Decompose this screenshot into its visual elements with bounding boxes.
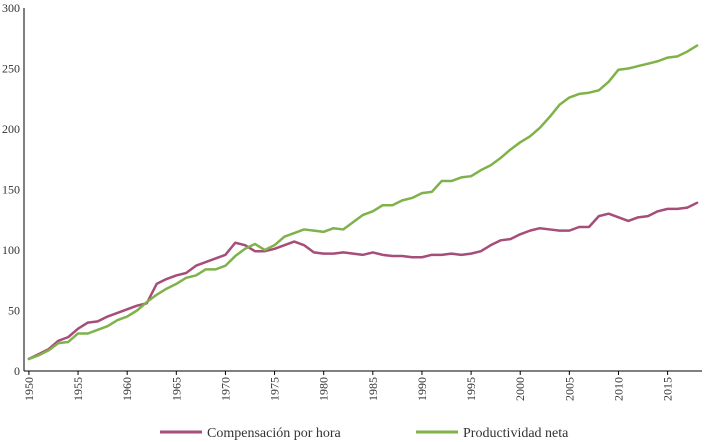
legend-label-compensacion: Compensación por hora — [207, 426, 342, 441]
x-tick-labels: 1950 1955 1960 1965 1970 1975 1980 1985 1990 1995… — [22, 371, 675, 401]
y-tick-label: 150 — [2, 183, 20, 197]
x-tick-label: 1980 — [317, 377, 331, 401]
legend-item-compensacion: Compensación por hora — [160, 426, 342, 441]
y-tick-label: 250 — [2, 62, 20, 76]
legend-item-productividad: Productividad neta — [416, 426, 569, 441]
x-tick-label: 1990 — [415, 377, 429, 401]
x-tick-label: 1955 — [71, 377, 85, 401]
y-tick-label: 50 — [8, 304, 20, 318]
y-tick-label: 300 — [2, 1, 20, 15]
y-tick-label: 100 — [2, 243, 20, 257]
x-tick-label: 1975 — [268, 377, 282, 401]
x-tick-label: 1950 — [22, 377, 36, 401]
x-tick-label: 2005 — [562, 377, 576, 401]
y-tick-labels: 0 50 100 150 200 250 300 — [2, 1, 20, 378]
legend: Compensación por hora Productividad neta — [160, 426, 569, 441]
y-tick-label: 0 — [14, 364, 20, 378]
series-line-compensacion — [27, 201, 699, 361]
x-tick-label: 1965 — [169, 377, 183, 401]
x-tick-label: 2015 — [661, 377, 675, 401]
x-tick-label: 1995 — [464, 377, 478, 401]
series-line-productividad — [27, 44, 699, 361]
x-tick-label: 1985 — [366, 377, 380, 401]
x-tick-label: 2010 — [611, 377, 625, 401]
series-lines — [27, 44, 699, 361]
x-axis: 1950 1955 1960 1965 1970 1975 1980 1985 1990 1995… — [22, 370, 702, 401]
x-tick-label: 2000 — [513, 377, 527, 401]
y-axis: 0 50 100 150 200 250 300 — [2, 1, 25, 378]
legend-label-productividad: Productividad neta — [463, 426, 569, 441]
y-tick-label: 200 — [2, 122, 20, 136]
x-tick-label: 1970 — [218, 377, 232, 401]
x-tick-label: 1960 — [120, 377, 134, 401]
